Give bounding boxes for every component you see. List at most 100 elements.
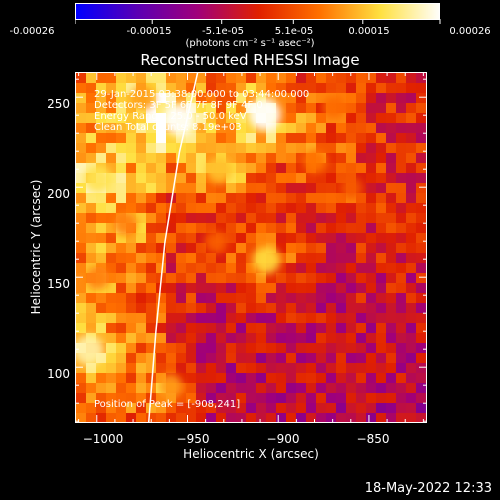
heatmap-cell: [336, 363, 347, 374]
heatmap-cell: [266, 163, 277, 174]
heatmap-cell: [136, 183, 147, 194]
heatmap-cell: [106, 113, 117, 124]
colorbar-units: (photons cm⁻² s⁻¹ asec⁻²): [185, 38, 315, 49]
heatmap-cell: [396, 83, 407, 94]
heatmap-cell: [196, 333, 207, 344]
heatmap-cell: [226, 153, 237, 164]
heatmap-cell: [386, 123, 397, 134]
heatmap-cell: [126, 353, 137, 364]
heatmap-cell: [296, 393, 307, 404]
heatmap-cell: [126, 183, 137, 194]
heatmap-cell: [126, 153, 137, 164]
heatmap-cell: [416, 73, 426, 84]
heatmap-cell: [416, 243, 426, 254]
heatmap-cell: [326, 153, 337, 164]
heatmap-cell: [416, 143, 426, 154]
heatmap-cell: [346, 313, 357, 324]
heatmap-cell: [106, 133, 117, 144]
heatmap-cell: [176, 153, 187, 164]
annotation-time: 29-Jan-2015 03:38:00.000 to 03:44:00.000: [94, 89, 310, 100]
heatmap-cell: [106, 183, 117, 194]
heatmap-cell: [156, 103, 167, 114]
heatmap-cell: [336, 313, 347, 324]
heatmap-cell: [236, 223, 247, 234]
heatmap-cell: [246, 293, 257, 304]
heatmap-cell: [146, 233, 157, 244]
heatmap-cell: [86, 203, 97, 214]
heatmap-cell: [86, 283, 97, 294]
heatmap-cell: [246, 333, 257, 344]
heatmap-cell: [116, 393, 127, 404]
heatmap-cell: [236, 213, 247, 224]
heatmap-cell: [406, 323, 417, 334]
heatmap-cell: [366, 123, 377, 134]
heatmap-cell: [266, 83, 277, 94]
heatmap-cell: [156, 193, 167, 204]
heatmap-cell: [406, 193, 417, 204]
heatmap-cell: [306, 293, 317, 304]
heatmap-cell: [276, 113, 287, 124]
heatmap-cell: [216, 143, 227, 154]
heatmap-cell: [266, 223, 277, 234]
heatmap-cell: [416, 393, 426, 404]
heatmap-cell: [356, 193, 367, 204]
heatmap-cell: [116, 253, 127, 264]
heatmap-cell: [226, 383, 237, 394]
heatmap-cell: [186, 173, 197, 184]
heatmap-cell: [296, 313, 307, 324]
heatmap-cell: [296, 293, 307, 304]
heatmap-cell: [176, 73, 187, 84]
heatmap-cell: [396, 163, 407, 174]
heatmap-cell: [136, 403, 147, 414]
heatmap-cell: [366, 253, 377, 264]
heatmap-cell: [316, 383, 327, 394]
heatmap-cell: [196, 203, 207, 214]
heatmap-cell: [336, 193, 347, 204]
heatmap-cell: [386, 333, 397, 344]
heatmap-cell: [336, 283, 347, 294]
heatmap-cell: [86, 123, 97, 134]
heatmap-cell: [356, 273, 367, 284]
heatmap-cell: [256, 333, 267, 344]
heatmap-cell: [366, 293, 377, 304]
heatmap-cell: [366, 193, 377, 204]
heatmap-cell: [296, 253, 307, 264]
heatmap-cell: [116, 303, 127, 314]
heatmap-cell: [326, 343, 337, 354]
chart-title: Reconstructed RHESSI Image: [140, 51, 360, 69]
heatmap-cell: [226, 353, 237, 364]
heatmap-source: [130, 85, 156, 111]
heatmap-cell: [96, 213, 107, 224]
heatmap-cell: [156, 123, 167, 134]
heatmap-cell: [96, 223, 107, 234]
heatmap-cell: [266, 143, 277, 154]
heatmap-cell: [296, 113, 307, 124]
heatmap-cell: [306, 343, 317, 354]
heatmap-cell: [346, 333, 357, 344]
heatmap-cell: [366, 283, 377, 294]
heatmap-cell: [236, 293, 247, 304]
heatmap-cell: [256, 93, 267, 104]
heatmap-cell: [296, 243, 307, 254]
heatmap-cell: [106, 83, 117, 94]
heatmap-cell: [166, 223, 177, 234]
heatmap-cell: [336, 263, 347, 274]
heatmap-cell: [366, 343, 377, 354]
heatmap-cell: [366, 173, 377, 184]
heatmap-cell: [236, 193, 247, 204]
heatmap-cell: [366, 143, 377, 154]
heatmap-cell: [296, 323, 307, 334]
heatmap-cell: [116, 233, 127, 244]
heatmap-cell: [276, 153, 287, 164]
heatmap-cell: [226, 413, 237, 422]
heatmap-cell: [296, 123, 307, 134]
heatmap-cell: [146, 273, 157, 284]
heatmap-cell: [126, 313, 137, 324]
heatmap-cell: [136, 113, 147, 124]
heatmap-cell: [86, 383, 97, 394]
heatmap-cell: [146, 163, 157, 174]
colorbar-tick-label: 0.00015: [348, 26, 390, 37]
heatmap-cell: [166, 203, 177, 214]
heatmap-cell: [366, 183, 377, 194]
heatmap-cell: [346, 393, 357, 404]
